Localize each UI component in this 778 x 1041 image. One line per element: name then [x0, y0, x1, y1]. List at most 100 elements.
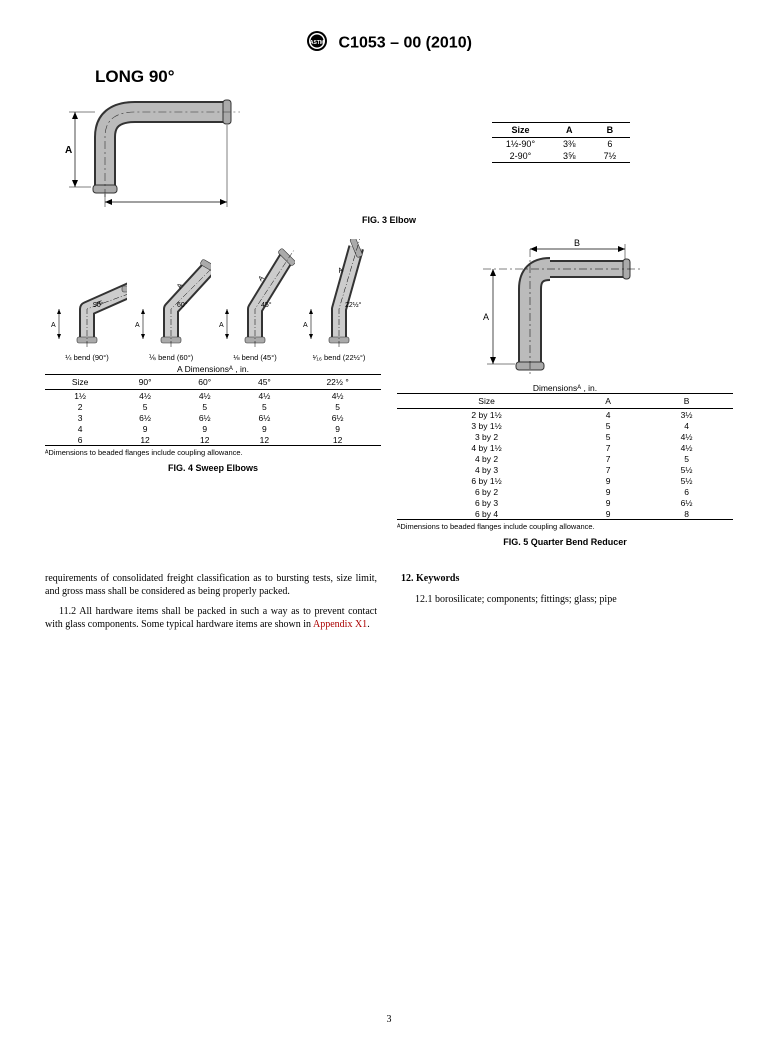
table-row: 36½6½6½6½ [45, 412, 381, 423]
cell: 12 [175, 434, 235, 446]
table-row: 3 by 1½54 [397, 420, 733, 431]
bend-diagrams-row: 90° A A 60° A A 45° [45, 239, 381, 351]
table-row: 4 by 275 [397, 453, 733, 464]
dim-b-label: B [161, 206, 168, 207]
fig3-section: A B SizeAB 1½-90°3⅜62-90°3⅝7½ [45, 87, 733, 209]
cell: 5 [115, 401, 175, 412]
table-row: 2-90°3⅝7½ [492, 150, 630, 163]
body-right-col: 12. Keywords 12.1 borosilicate; componen… [401, 573, 733, 639]
svg-text:A: A [51, 322, 56, 329]
body-text: requirements of consolidated freight cla… [45, 573, 733, 639]
cell: 6 by 4 [397, 508, 576, 520]
fig3-table: SizeAB 1½-90°3⅜62-90°3⅝7½ [492, 122, 630, 163]
table-row: 1½-90°3⅜6 [492, 138, 630, 151]
cell: 6 by 1½ [397, 475, 576, 486]
dim-b-label: B [574, 239, 580, 248]
bend-caption: ¼ bend (90°) [45, 353, 129, 362]
cell: 9 [576, 497, 640, 508]
col-header: A [549, 123, 590, 138]
fig5-column: A B Dimensionsᴬ , in. SizeAB 2 by 1½43½3… [397, 239, 733, 559]
svg-text:22½°: 22½° [345, 301, 362, 309]
cell: 3 by 1½ [397, 420, 576, 431]
para-3-text: borosilicate; components; fittings; glas… [435, 594, 617, 605]
cell: 7½ [590, 150, 631, 163]
bend-caption: ⅙ bend (60°) [129, 353, 213, 362]
cell: 6 [590, 138, 631, 151]
cell: 6½ [640, 497, 733, 508]
para-3: 12.1 borosilicate; components; fittings;… [401, 594, 733, 607]
cell: 6 [45, 434, 115, 446]
cell: 4½ [235, 390, 295, 402]
cell: 4 [45, 423, 115, 434]
reducer-diagram-icon: A B [465, 239, 665, 379]
cell: 6½ [175, 412, 235, 423]
astm-logo: ASTM [306, 30, 328, 57]
cell: 5 [640, 453, 733, 464]
fig3-table-container: SizeAB 1½-90°3⅜62-90°3⅝7½ [389, 87, 733, 163]
table-row: 1½4½4½4½4½ [45, 390, 381, 402]
cell: 2 by 1½ [397, 409, 576, 421]
col-header: Size [397, 394, 576, 409]
fig4-table: Size90°60°45°22½ ° 1½4½4½4½4½2555536½6½6… [45, 374, 381, 446]
cell: 12 [294, 434, 381, 446]
cell: 4 by 2 [397, 453, 576, 464]
cell: 4 [576, 409, 640, 421]
document-header: ASTM C1053 – 00 (2010) [45, 30, 733, 57]
cell: 6½ [235, 412, 295, 423]
cell: 3⅜ [549, 138, 590, 151]
cell: 5 [175, 401, 235, 412]
elbow-diagram-icon: A B [45, 87, 265, 207]
table-row: 49999 [45, 423, 381, 434]
col-header: Size [492, 123, 549, 138]
bend-captions-row: ¼ bend (90°)⅙ bend (60°)⅛ bend (45°)¹⁄₁₆… [45, 353, 381, 362]
cell: 3 [45, 412, 115, 423]
table-row: 25555 [45, 401, 381, 412]
cell: 2-90° [492, 150, 549, 163]
fig4-column: 90° A A 60° A A 45° [45, 239, 381, 559]
cell: 2 [45, 401, 115, 412]
cell: 4 by 3 [397, 464, 576, 475]
fig5-footnote: ᴬDimensions to beaded flanges include co… [397, 522, 733, 531]
cell: 9 [235, 423, 295, 434]
cell: 6½ [294, 412, 381, 423]
cell: 7 [576, 464, 640, 475]
table-row: 6 by 1½95½ [397, 475, 733, 486]
col-header: B [640, 394, 733, 409]
cell: 1½-90° [492, 138, 549, 151]
svg-text:A: A [219, 322, 224, 329]
cell: 4½ [115, 390, 175, 402]
cell: 4½ [640, 442, 733, 453]
cell: 12 [115, 434, 175, 446]
cell: 5½ [640, 464, 733, 475]
cell: 9 [576, 475, 640, 486]
table-row: 3 by 254½ [397, 431, 733, 442]
table-row: 4 by 375½ [397, 464, 733, 475]
dim-a-label: A [65, 145, 72, 156]
fig5-caption: FIG. 5 Quarter Bend Reducer [397, 537, 733, 547]
svg-text:A: A [303, 322, 308, 329]
page-number: 3 [387, 1014, 392, 1025]
cell: 4 by 1½ [397, 442, 576, 453]
bend-diagram: 45° A A [213, 239, 297, 351]
cell: 7 [576, 453, 640, 464]
cell: 5½ [640, 475, 733, 486]
cell: 5 [576, 431, 640, 442]
svg-text:A: A [97, 300, 104, 305]
cell: 9 [294, 423, 381, 434]
col-header: 45° [235, 375, 295, 390]
cell: 5 [294, 401, 381, 412]
cell: 9 [115, 423, 175, 434]
middle-section: 90° A A 60° A A 45° [45, 239, 733, 559]
cell: 6 by 2 [397, 486, 576, 497]
col-header: A [576, 394, 640, 409]
fig3-diagram-container: A B [45, 87, 389, 209]
section-12-head: 12. Keywords [401, 573, 733, 586]
fig3-caption: FIG. 3 Elbow [45, 215, 733, 225]
cell: 7 [576, 442, 640, 453]
standard-id: C1053 – 00 (2010) [339, 35, 472, 52]
appendix-link[interactable]: Appendix X1 [313, 619, 367, 630]
table-row: 2 by 1½43½ [397, 409, 733, 421]
col-header: Size [45, 375, 115, 390]
fig5-diagram-container: A B [397, 239, 733, 381]
cell: 5 [576, 420, 640, 431]
